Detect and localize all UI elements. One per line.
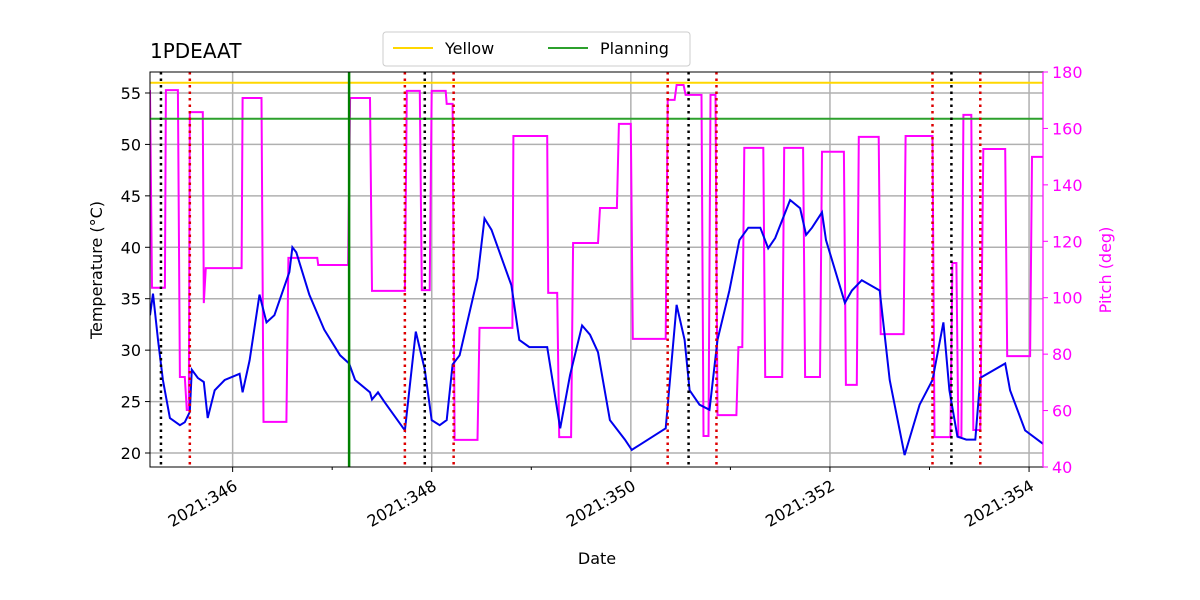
y2-tick-label: 140 [1052, 176, 1083, 195]
y-tick-label: 40 [121, 238, 141, 257]
y2-tick-label: 180 [1052, 63, 1083, 82]
y2-tick-label: 100 [1052, 289, 1083, 308]
chart-title: 1PDEAAT [150, 39, 242, 63]
y2-tick-label: 80 [1052, 345, 1072, 364]
y-tick-label: 35 [121, 290, 141, 309]
y2-tick-label: 160 [1052, 119, 1083, 138]
y-tick-label: 50 [121, 135, 141, 154]
y2-tick-label: 60 [1052, 402, 1072, 421]
y-tick-label: 25 [121, 393, 141, 412]
series-line [150, 84, 1043, 441]
x-axis-label: Date [578, 549, 616, 568]
y2-tick-label: 40 [1052, 458, 1072, 477]
series-line [150, 198, 1043, 456]
legend-box [382, 31, 691, 67]
legend-label: Planning [600, 39, 669, 58]
y-tick-label: 55 [121, 84, 141, 103]
y-axis-label: Temperature (°C) [87, 201, 106, 340]
y2-axis-label: Pitch (deg) [1096, 227, 1115, 314]
y-tick-label: 45 [121, 187, 141, 206]
y2-tick-label: 120 [1052, 232, 1083, 251]
y-tick-label: 20 [121, 444, 141, 463]
legend-label: Yellow [444, 39, 494, 58]
y-tick-label: 30 [121, 341, 141, 360]
